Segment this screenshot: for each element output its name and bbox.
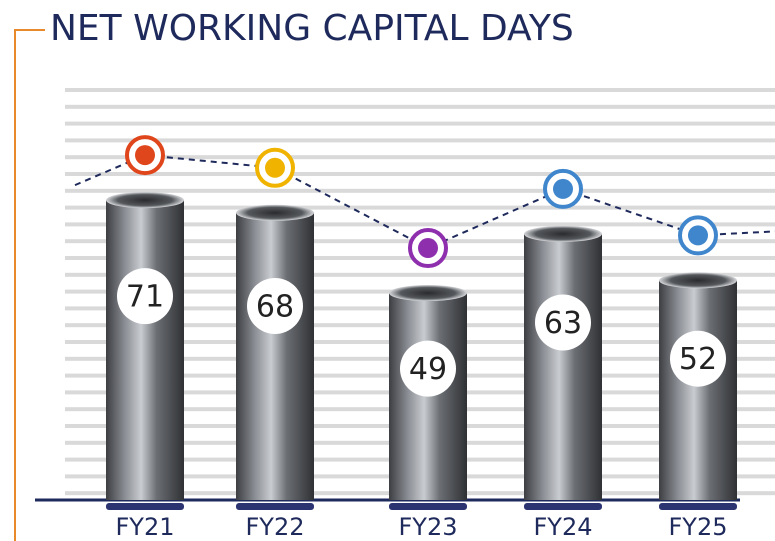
grid-stripe: [65, 138, 775, 142]
grid-stripe: [65, 189, 775, 193]
value-label: 49: [409, 352, 447, 387]
x-tick-label: FY21: [115, 513, 174, 541]
trend-marker-dot: [553, 179, 573, 199]
chart: NET WORKING CAPITAL DAYS FY21 71 FY22 68 FY2…: [0, 0, 775, 541]
x-tick-label: FY25: [668, 513, 727, 541]
bar: [236, 213, 314, 500]
bar: [524, 234, 602, 500]
bar-base: [524, 503, 602, 510]
trend-marker-dot: [418, 238, 438, 258]
bar-base: [659, 503, 737, 510]
bar-top: [524, 226, 602, 242]
x-tick-label: FY23: [398, 513, 457, 541]
x-tick-label: FY24: [533, 513, 592, 541]
chart-title: NET WORKING CAPITAL DAYS: [50, 8, 574, 49]
bar-top: [236, 205, 314, 221]
value-label: 71: [126, 280, 164, 315]
x-tick-label: FY22: [245, 513, 304, 541]
bar-top: [389, 285, 467, 301]
trend-marker-dot: [688, 225, 708, 245]
bar-top: [106, 192, 184, 208]
value-label: 63: [544, 306, 582, 341]
bar: [659, 280, 737, 500]
value-label: 68: [256, 289, 294, 324]
trend-marker-dot: [265, 158, 285, 178]
trend-marker-dot: [135, 145, 155, 165]
grid-stripe: [65, 172, 775, 176]
bar-top: [659, 272, 737, 288]
bar: [106, 200, 184, 500]
bar-base: [106, 503, 184, 510]
grid-stripe: [65, 105, 775, 109]
title-bracket: [15, 30, 45, 541]
value-label: 52: [679, 342, 717, 377]
grid-stripe: [65, 122, 775, 126]
grid-stripe: [65, 88, 775, 92]
bar-base: [389, 503, 467, 510]
bar-base: [236, 503, 314, 510]
